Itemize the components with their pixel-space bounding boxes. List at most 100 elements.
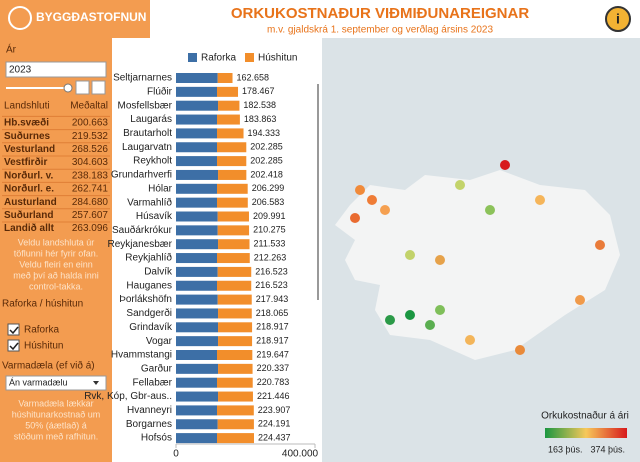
map-legend-min: 163 þús. <box>548 444 583 454</box>
logo-panel <box>0 0 150 38</box>
total-label: 218.917 <box>256 322 289 332</box>
category-label: Hofsós <box>141 433 172 444</box>
pump-label: Varmadæla (ef við á) <box>2 360 95 372</box>
category-label: Hauganes <box>126 280 172 291</box>
subtitle: m.v. gjaldskrá 1. september og verðlag á… <box>267 24 493 36</box>
pump-help: húshitunarkostnað um <box>12 409 101 419</box>
region-value[interactable]: 200.663 <box>72 118 109 129</box>
region-name[interactable]: Suðurland <box>4 209 53 221</box>
total-label: 210.275 <box>253 225 286 235</box>
year-value: 2023 <box>9 65 32 76</box>
region-name[interactable]: Vesturland <box>4 144 55 155</box>
next-button[interactable] <box>91 80 106 95</box>
info-icon[interactable]: i <box>616 11 620 27</box>
region-name[interactable]: Hb.svæði <box>4 117 49 129</box>
region-value[interactable]: 304.603 <box>72 157 109 168</box>
category-label: Sandgerði <box>126 307 172 319</box>
region-name[interactable]: Norðurl. e. <box>4 183 54 195</box>
table-header: Meðaltal <box>70 100 108 112</box>
category-label: Grundarhverfi <box>111 170 172 181</box>
total-label: 206.299 <box>252 183 285 193</box>
bar-segment <box>176 377 218 388</box>
region-value[interactable]: 219.532 <box>72 131 109 142</box>
category-label: Reykjahlíð <box>125 252 172 264</box>
map-legend-max: 374 þús. <box>590 444 625 454</box>
total-label: 216.523 <box>255 280 288 290</box>
bar-segment <box>217 280 252 291</box>
bar-segment <box>176 266 218 277</box>
total-label: 219.647 <box>256 349 289 359</box>
help-text: með því að halda inni <box>13 270 99 280</box>
bar-segment <box>217 128 244 139</box>
pump-help: 50% (áætlað) á <box>25 420 87 430</box>
bar-segment <box>176 114 218 125</box>
bar-segment <box>217 350 253 360</box>
total-label: 212.263 <box>254 252 287 262</box>
category-label: Hvammstangi <box>111 350 172 361</box>
bar-segment <box>176 294 218 305</box>
region-name[interactable]: Vestfirðir <box>4 156 47 168</box>
bar-segment <box>218 363 253 374</box>
bar-segment <box>217 142 247 153</box>
pump-dropdown[interactable] <box>5 375 107 391</box>
pump-help: Varmadæla lækkar <box>18 398 93 408</box>
region-name[interactable]: Landið allt <box>4 222 55 234</box>
legend-label: Raforka <box>201 53 236 64</box>
region-value[interactable]: 284.680 <box>72 197 109 208</box>
filter-label: Raforka / húshitun <box>2 299 83 310</box>
total-label: 218.917 <box>256 336 289 346</box>
total-label: 178.467 <box>242 86 275 96</box>
bar-segment <box>176 419 218 430</box>
checkbox[interactable] <box>7 339 20 352</box>
bar-segment <box>176 169 219 180</box>
region-value[interactable]: 238.183 <box>72 170 109 181</box>
bar-segment <box>176 350 218 360</box>
region-name[interactable]: Norðurl. v. <box>4 169 53 181</box>
bar-segment <box>176 183 218 194</box>
bar-segment <box>176 363 219 374</box>
category-label: Brautarholt <box>123 128 172 139</box>
bar-segment <box>217 405 254 416</box>
checkbox-label: Húshitun <box>24 341 63 352</box>
category-label: Garður <box>141 362 173 374</box>
category-label: Reykholt <box>133 156 172 167</box>
category-label: Þorlákshöfn <box>119 294 172 305</box>
category-label: Húsavík <box>136 211 173 222</box>
bar-segment <box>176 433 218 444</box>
total-label: 223.907 <box>258 405 291 415</box>
total-label: 218.065 <box>256 308 289 318</box>
total-label: 194.333 <box>248 128 281 138</box>
bar-segment <box>218 100 240 111</box>
region-name[interactable]: Austurland <box>4 197 57 208</box>
category-label: Rvk, Kóp, Gbr-aus.. <box>84 391 172 402</box>
x-tick-label: 0 <box>173 449 179 460</box>
category-label: Borgarnes <box>126 419 172 430</box>
category-label: Flúðir <box>147 85 173 97</box>
legend-label: Húshitun <box>258 53 297 64</box>
bar-segment <box>218 239 250 250</box>
category-label: Dalvík <box>144 267 173 278</box>
bar-segment <box>217 156 247 167</box>
region-value[interactable]: 257.607 <box>72 210 109 221</box>
info-button[interactable] <box>605 6 631 32</box>
bar-segment <box>176 391 219 402</box>
prev-button[interactable] <box>75 80 90 95</box>
region-name[interactable]: Suðurnes <box>4 130 51 142</box>
region-value[interactable]: 262.741 <box>72 184 109 195</box>
slider-handle[interactable] <box>63 83 73 93</box>
checkmark <box>9 342 19 351</box>
help-text: Veldu fleiri en einn <box>19 259 93 269</box>
title: ORKUKOSTNAÐUR VIÐMIÐUNAREIGNAR <box>231 5 529 22</box>
year-input[interactable] <box>5 61 107 78</box>
region-value[interactable]: 263.096 <box>72 223 109 234</box>
total-label: 224.437 <box>258 432 291 442</box>
checkbox[interactable] <box>7 323 20 336</box>
bar-segment <box>176 405 218 416</box>
region-value[interactable]: 268.526 <box>72 144 109 155</box>
total-label: 224.191 <box>258 419 291 429</box>
help-text: Veldu landshluta úr <box>18 237 95 247</box>
bar-segment <box>176 253 218 264</box>
category-label: Vogar <box>146 336 173 347</box>
total-label: 220.783 <box>257 377 290 387</box>
